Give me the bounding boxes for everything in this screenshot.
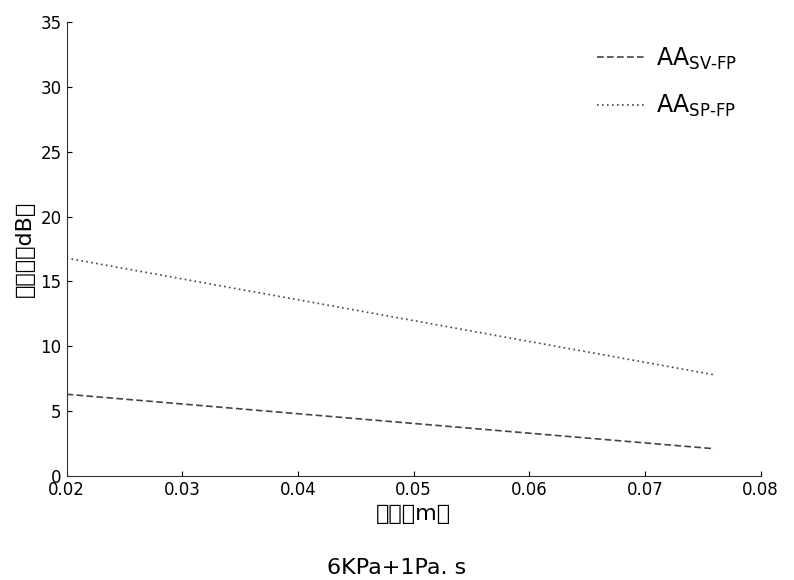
Y-axis label: 衰减量（dB）: 衰减量（dB） (15, 201, 35, 297)
X-axis label: 深度（m）: 深度（m） (376, 505, 451, 524)
Text: 6KPa+1Pa. s: 6KPa+1Pa. s (327, 558, 467, 578)
Legend: $\mathrm{AA}_{\mathrm{SV\text{-}FP}}$, $\mathrm{AA}_{\mathrm{SP\text{-}FP}}$: $\mathrm{AA}_{\mathrm{SV\text{-}FP}}$, $… (585, 34, 749, 131)
